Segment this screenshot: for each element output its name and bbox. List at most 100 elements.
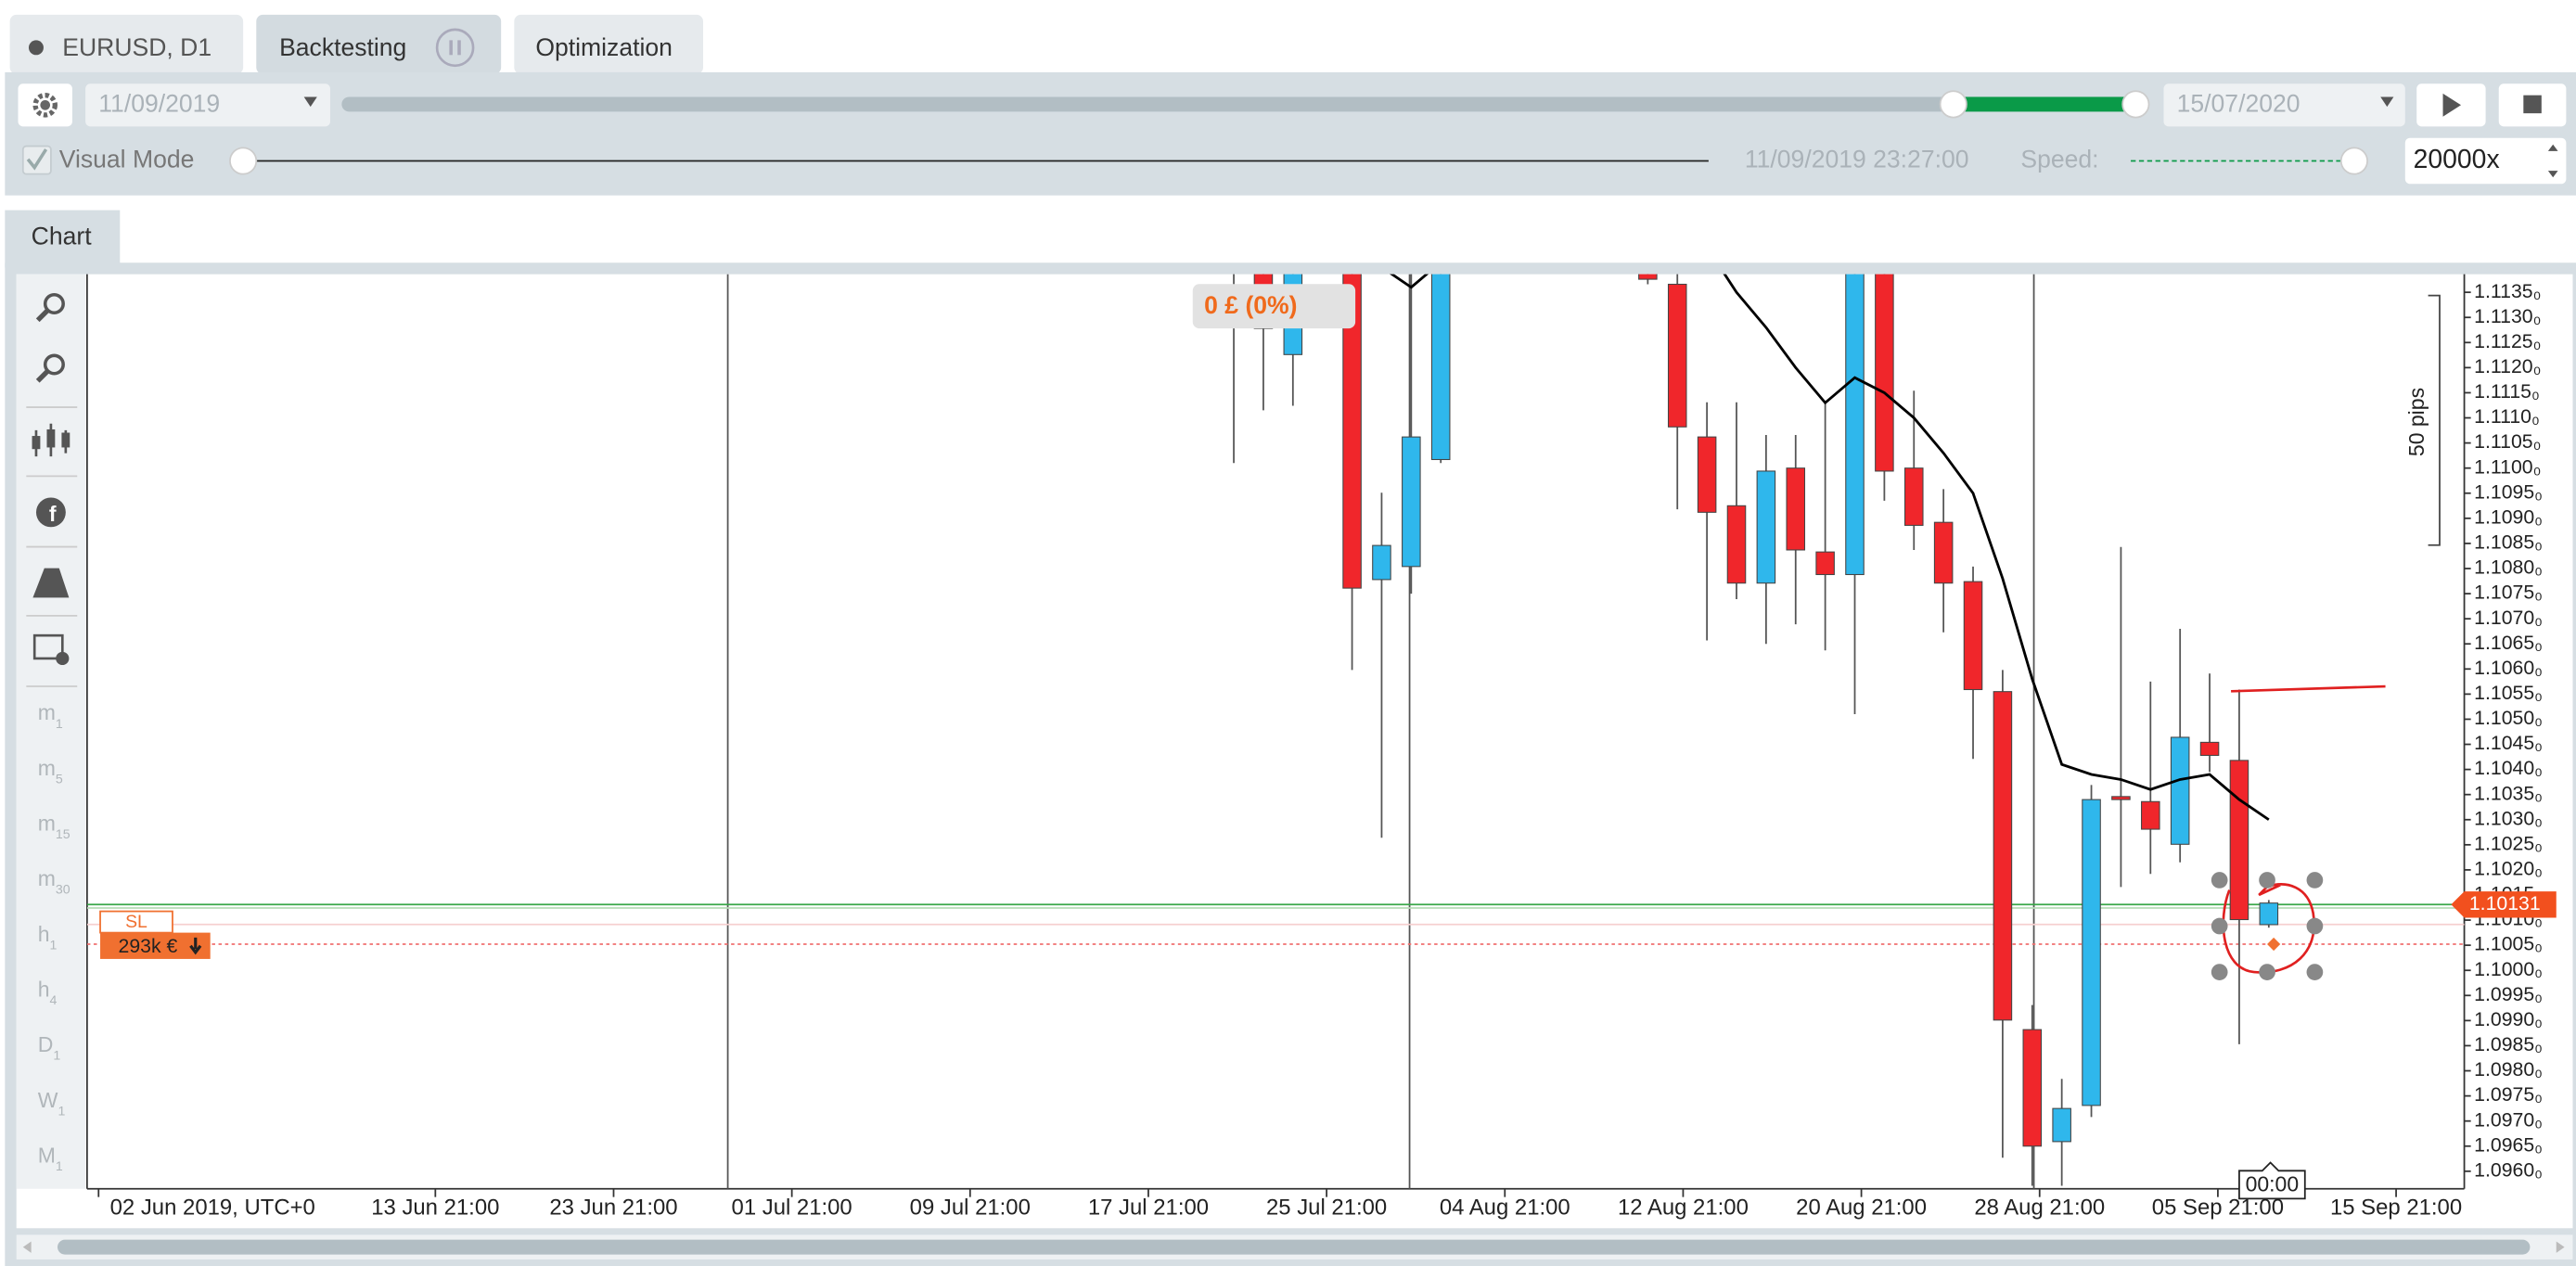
end-date: 15/07/2020 [2177,89,2300,117]
handle[interactable] [2259,872,2275,889]
drawing-icon[interactable] [32,568,70,598]
axes: 1.1135₀ 1.1130₀ 1.1125₀ 1.1120₀ 1.1115₀1.111… [97,280,2557,1220]
handle[interactable] [2211,872,2228,889]
pause-icon [449,40,453,56]
timeframe-sub: 15 [56,827,70,842]
scrollbar-thumb[interactable] [57,1239,2531,1255]
y-tick-label: 1.0995₀ [2474,983,2543,1005]
candle-body [2229,760,2249,921]
tab-label: Backtesting [279,33,406,61]
timeframe-button[interactable]: m30 [38,866,70,897]
candle-body [1756,470,1776,584]
zoom-in-icon[interactable] [43,293,65,315]
pause-button[interactable] [435,28,475,68]
x-tick-label: 17 Jul 21:00 [1088,1195,1209,1220]
timeframe-sub: 4 [50,993,58,1008]
settings-icon[interactable] [32,633,64,660]
range-handle[interactable] [2121,90,2150,119]
timeframe-button[interactable]: m5 [38,756,63,786]
toolbar: 11/09/2019 15/07/2020 Visual Mode 11/09/… [5,71,2576,196]
pips-label: 50 pips [2404,388,2429,456]
handle[interactable] [2306,872,2324,889]
handle[interactable] [2211,964,2228,980]
current-time: 11/09/2019 23:27:00 [1745,146,1969,173]
y-tick-label: 1.1055₀ [2474,682,2543,704]
timeframe-letter: h [38,978,50,1002]
progress-handle[interactable] [229,147,258,175]
y-tick-label: 1.1005₀ [2474,933,2543,955]
gear-icon [32,93,58,118]
sl-label: SL [125,912,147,932]
timeframe-letter: W [38,1088,58,1112]
drawn-line[interactable] [2231,684,2386,693]
timeframe-button[interactable]: h4 [38,978,58,1008]
facebook-icon[interactable] [35,497,66,528]
y-tick-label: 1.1090₀ [2474,505,2543,528]
tab[interactable] [514,14,704,74]
zoom-out-icon[interactable] [43,353,65,376]
y-tick-label: 1.0975₀ [2474,1083,2543,1106]
pips-bracket [2428,294,2441,546]
timeframe-letter: m [38,812,56,836]
timeframe-button[interactable]: W1 [38,1088,66,1119]
candle-body [1993,691,2013,1021]
range-handle[interactable] [1939,90,1967,119]
speed-handle[interactable] [2339,147,2368,175]
timeframe-sub: 1 [56,1159,63,1174]
x-tick-label: 12 Aug 21:00 [1618,1195,1749,1220]
spin-arrows[interactable] [2547,144,2558,178]
speed-label: Speed: [2020,146,2098,173]
timeframe-letter: M [38,1144,56,1168]
stop-icon [2523,95,2542,114]
x-tick-label: 01 Jul 21:00 [732,1195,852,1220]
settings-icon [56,651,70,666]
y-tick-label: 1.1115₀ [2474,380,2540,403]
y-tick-label: 1.1080₀ [2474,556,2543,579]
y-tick-label: 1.1025₀ [2474,832,2543,854]
handle[interactable] [2211,917,2228,935]
handle[interactable] [2306,917,2324,935]
profit-badge [1192,284,1356,329]
timeframe-sub: 1 [56,716,63,731]
candle-body [1903,467,1924,526]
cursor-time-badge [2238,1161,2306,1200]
timeframe-letter: m [38,756,56,780]
timeframe-button[interactable]: D1 [38,1032,61,1063]
dropdown-arrow [303,96,317,108]
y-tick-label: 1.1060₀ [2474,657,2543,679]
candle-body [1667,283,1687,428]
handle[interactable] [2306,964,2324,980]
timeframe-button[interactable]: h1 [38,922,58,953]
handle[interactable] [2259,964,2275,980]
cursor-time: 00:00 [2246,1171,2300,1196]
zoom-out-icon [35,369,50,383]
candle-body [2199,741,2220,756]
tab-label: Optimization [535,33,673,61]
chart-tab[interactable] [5,210,121,268]
timeframe-sub: 1 [53,1048,60,1063]
moving-average [1390,274,2270,821]
play-icon [2442,93,2462,117]
y-tick-label: 1.1110₀ [2474,405,2540,428]
timeframe-button[interactable]: m1 [38,700,63,731]
y-tick-label: 1.0965₀ [2474,1133,2543,1156]
start-date-select[interactable] [85,83,330,127]
speed-input[interactable] [2404,137,2567,185]
drawn-shape[interactable] [2222,883,2315,974]
timeframe-button[interactable]: M1 [38,1144,63,1174]
facebook-icon: f [49,502,57,526]
tab[interactable] [9,14,244,74]
y-tick-label: 1.1095₀ [2474,480,2543,503]
chart-type-icon [61,432,70,448]
candle-body [1726,505,1747,584]
candle-body [2141,800,2160,830]
status-dot [28,40,44,56]
y-tick-label: 1.1040₀ [2474,757,2543,779]
y-tick-label: 1.1125₀ [2474,330,2541,352]
end-date-select[interactable] [2163,83,2405,127]
zoom-in-icon [35,308,50,323]
timeframe-button[interactable]: m15 [38,812,70,842]
x-tick-label: 20 Aug 21:00 [1796,1195,1927,1220]
timeframe-letter: m [38,866,56,890]
